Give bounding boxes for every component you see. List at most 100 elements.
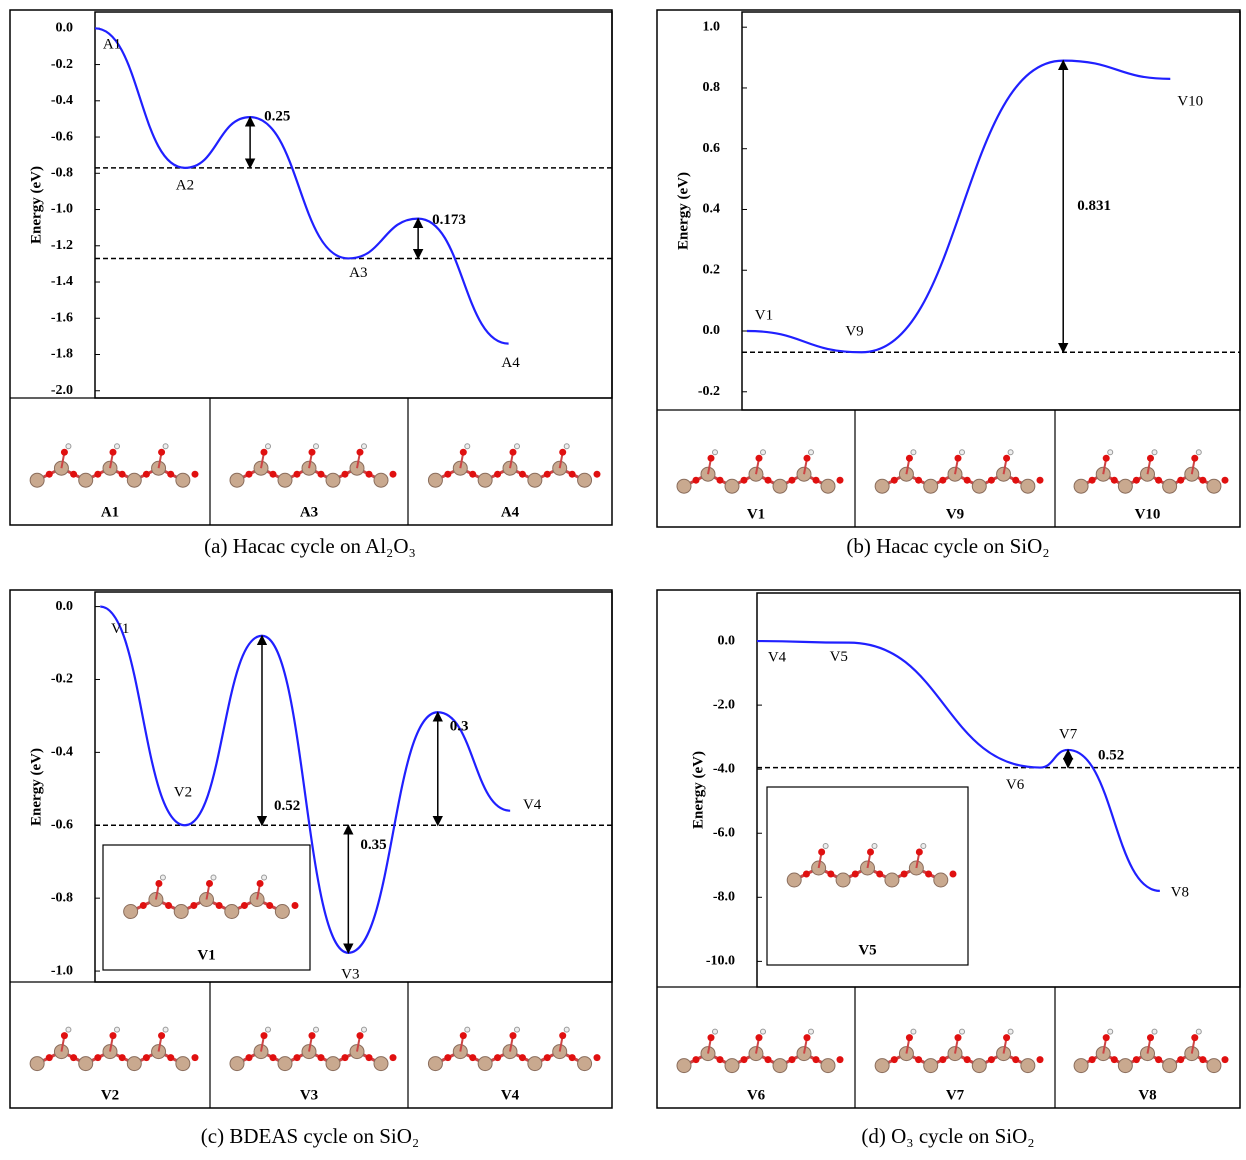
atom [910,449,917,456]
y-tick-label: 0.8 [703,80,721,95]
atom [229,1056,245,1072]
inset-label: V1 [197,947,215,963]
point-label: V5 [830,649,848,665]
atom [716,476,724,484]
atom [971,1058,987,1074]
point-label: V3 [341,966,359,982]
atom [764,476,772,484]
structure-label: V3 [300,1087,318,1103]
atom [1132,476,1140,484]
atom [1195,449,1202,456]
atom [910,1028,917,1035]
atom [1195,1028,1202,1035]
atom [341,470,349,478]
structure-label: A3 [300,504,318,520]
point-label: V6 [1006,777,1025,793]
atom [593,470,601,478]
atom [802,870,810,878]
atom [361,443,367,450]
atom [563,1026,570,1033]
atom [494,470,502,478]
atom [676,1058,692,1074]
atom [427,472,443,488]
atom [356,448,364,456]
atom [518,1054,526,1062]
atom [712,1028,718,1035]
atom [692,476,700,484]
atom [165,902,173,909]
atom [716,1056,724,1064]
atom [1102,1034,1110,1042]
atom [740,476,748,484]
structure-label: V2 [101,1087,119,1103]
atom [559,448,567,456]
structure-label: V6 [747,1087,766,1103]
y-axis-label: Energy (eV) [675,172,691,250]
atom [256,880,264,887]
atom [808,1028,814,1035]
atom [94,1054,102,1062]
atom [60,1032,68,1040]
y-tick-label: -0.6 [51,129,73,144]
atom [1151,1028,1158,1035]
point-label: A3 [349,265,367,281]
atom [206,880,213,887]
point-label: A1 [103,37,121,53]
atom [836,1056,844,1064]
atom [114,443,120,450]
atom [760,1028,766,1035]
atom [577,1056,593,1072]
point-label: V7 [1059,726,1078,742]
atom [494,1054,502,1062]
atom [142,1054,150,1062]
atom [900,870,908,878]
y-tick-label: 0.0 [703,323,721,338]
barrier-label: 0.173 [432,212,466,228]
atom [45,470,53,478]
atom [109,1032,117,1040]
atom [65,443,72,450]
atom [871,843,878,849]
atom [1191,454,1199,462]
y-axis-label: Energy (eV) [690,751,706,829]
atom [265,1026,271,1033]
atom [1102,454,1110,462]
atom [118,470,126,478]
barrier-label: 0.52 [274,798,300,814]
atom [215,902,223,909]
plot-frame [741,11,1241,411]
atom [876,870,884,878]
atom [1110,1056,1118,1064]
y-tick-label: -1.2 [51,238,73,253]
point-label: V4 [523,797,542,813]
y-tick-label: 0.0 [718,633,736,648]
atom [94,470,102,478]
point-label: V1 [755,307,773,323]
atom [459,1032,467,1040]
atom [915,848,923,856]
atom [527,1056,543,1072]
atom [963,476,971,484]
structure-label: V8 [1138,1087,1156,1103]
atom [820,1058,836,1074]
atom [772,478,788,494]
atom [788,1056,796,1064]
atom [29,472,45,488]
atom [971,478,987,494]
atom [1003,454,1011,462]
atom [760,449,766,456]
atom [229,472,245,488]
atom [261,874,268,881]
y-tick-label: 1.0 [703,19,721,34]
structure-label: V9 [946,506,964,522]
caption: (b) Hacac cycle on SiO₂ [846,534,1049,558]
barrier-label: 0.831 [1077,198,1111,214]
atom [923,478,939,494]
y-tick-label: -0.4 [51,93,73,108]
atom [245,1054,253,1062]
barrier-label: 0.35 [360,837,386,853]
atom [1036,476,1044,484]
point-label: V2 [174,785,192,801]
panel-frame [9,589,613,1109]
atom [210,874,217,881]
